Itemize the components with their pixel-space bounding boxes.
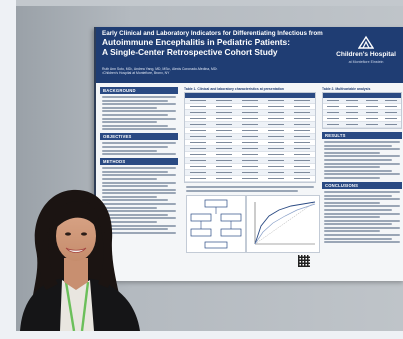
title-line-3: A Single-Center Retrospective Cohort Stu… [102, 46, 278, 57]
logo-name: Children's Hospital [336, 51, 396, 58]
table-2 [322, 92, 402, 129]
table2-title: Table 2. Multivariable analysis [322, 87, 371, 91]
right-column: Table 2. Multivariable analysis RESULTS … [322, 87, 402, 245]
roc-chart-figure [246, 195, 320, 253]
line-chart-icon [254, 201, 316, 245]
affiliation-line: ¹Children's Hospital at Montefiore, Bron… [102, 71, 170, 76]
table-1 [184, 92, 316, 183]
middle-column: Table 1. Clinical and laboratory charact… [184, 87, 316, 193]
hospital-logo: Children's Hospital at Montefiore Einste… [330, 33, 402, 75]
logo-subtitle: at Montefiore Einstein [348, 60, 384, 64]
qr-code-icon [298, 255, 310, 267]
poster-header: Early Clinical and Laboratory Indicators… [96, 27, 403, 83]
table1-title: Table 1. Clinical and laboratory charact… [184, 87, 284, 91]
research-poster: Early Clinical and Laboratory Indicators… [94, 27, 403, 281]
frame-border-bottom [0, 331, 403, 339]
title-line-2: Autoimmune Encephalitis in Pediatric Pat… [102, 37, 291, 47]
frame-border-left [0, 0, 16, 339]
left-column: BACKGROUND OBJECTIVES METHODS [100, 87, 178, 235]
section-methods: METHODS [100, 158, 178, 166]
title-line-1: Early Clinical and Laboratory Indicators… [102, 30, 323, 37]
authors-line: Ruth Ann Soto, MD¹, Andrea Yang, MD, MSc… [102, 67, 218, 71]
flowchart-icon [190, 199, 242, 249]
hospital-logo-icon [358, 35, 374, 49]
section-conclusions: CONCLUSIONS [322, 181, 402, 189]
section-results: RESULTS [322, 132, 402, 139]
poster-title: Early Clinical and Laboratory Indicators… [102, 30, 334, 57]
flowchart-figure [186, 195, 246, 253]
section-objectives: OBJECTIVES [100, 133, 178, 141]
presenter-figure [20, 189, 140, 331]
poster-authors: Ruth Ann Soto, MD¹, Andrea Yang, MD, MSc… [102, 67, 322, 75]
section-background: BACKGROUND [100, 87, 178, 94]
